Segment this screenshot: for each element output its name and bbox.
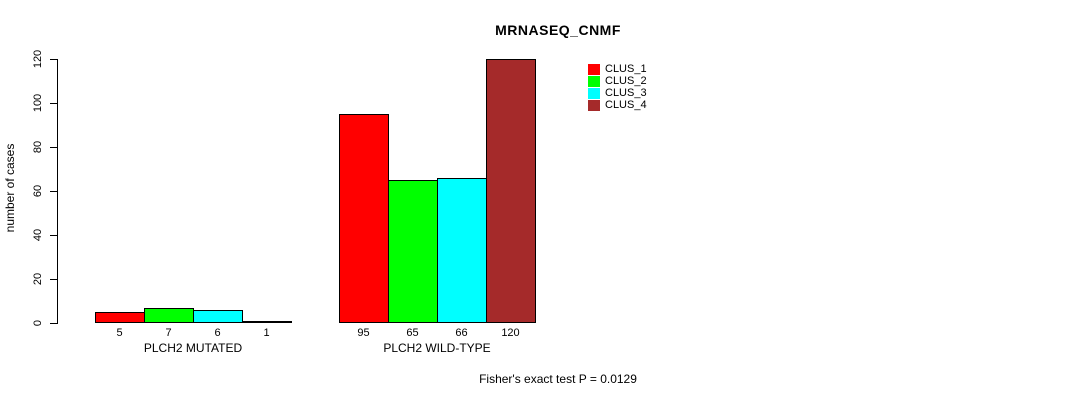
y-tick-mark <box>50 103 57 104</box>
y-tick-label: 0 <box>32 319 44 327</box>
legend-row: CLUS_1 <box>588 63 647 75</box>
y-tick-mark <box>50 191 57 192</box>
bar-clus_2-mutated <box>144 308 194 323</box>
legend-label: CLUS_3 <box>605 87 647 99</box>
legend-swatch-clus_3 <box>588 87 600 99</box>
y-axis-line <box>57 59 58 324</box>
y-tick-mark <box>50 147 57 148</box>
bar-clus_3-mutated <box>193 310 243 323</box>
bar-clus_4-mutated <box>242 321 292 323</box>
y-tick-mark <box>50 323 57 324</box>
bar-value-label: 6 <box>214 327 221 339</box>
legend-row: CLUS_3 <box>588 87 647 99</box>
y-tick-label: 20 <box>32 272 44 286</box>
y-tick-mark <box>50 59 57 60</box>
y-axis-title: number of cases <box>3 143 17 233</box>
bar-value-label: 66 <box>455 327 468 339</box>
legend: CLUS_1 CLUS_2 CLUS_3 CLUS_4 <box>588 63 647 111</box>
legend-row: CLUS_2 <box>588 75 647 87</box>
bar-value-label: 120 <box>501 327 520 339</box>
footer-stat-text: Fisher's exact test P = 0.0129 <box>479 372 637 386</box>
bar-value-label: 65 <box>406 327 419 339</box>
legend-label: CLUS_1 <box>605 63 647 75</box>
bar-clus_1-wild-type <box>339 114 389 323</box>
y-tick-label: 100 <box>32 93 44 113</box>
y-tick-label: 120 <box>32 49 44 69</box>
bar-clus_4-wild-type <box>486 59 536 323</box>
legend-swatch-clus_4 <box>588 99 600 111</box>
y-tick-label: 60 <box>32 184 44 198</box>
bar-clus_2-wild-type <box>388 180 438 323</box>
legend-row: CLUS_4 <box>588 99 647 111</box>
group-label: PLCH2 MUTATED <box>143 341 243 355</box>
bar-clus_1-mutated <box>95 312 145 323</box>
group-label: PLCH2 WILD-TYPE <box>383 341 491 355</box>
y-tick-label: 40 <box>32 228 44 242</box>
y-tick-label: 80 <box>32 140 44 154</box>
bar-value-label: 5 <box>116 327 123 339</box>
chart-title: MRNASEQ_CNMF <box>495 22 621 38</box>
bar-clus_3-wild-type <box>437 178 487 323</box>
bar-value-label: 1 <box>263 327 270 339</box>
legend-label: CLUS_2 <box>605 75 647 87</box>
legend-swatch-clus_1 <box>588 63 600 75</box>
legend-swatch-clus_2 <box>588 75 600 87</box>
y-tick-mark <box>50 235 57 236</box>
y-tick-mark <box>50 279 57 280</box>
legend-label: CLUS_4 <box>605 99 647 111</box>
bar-value-label: 7 <box>165 327 172 339</box>
bar-value-label: 95 <box>357 327 370 339</box>
